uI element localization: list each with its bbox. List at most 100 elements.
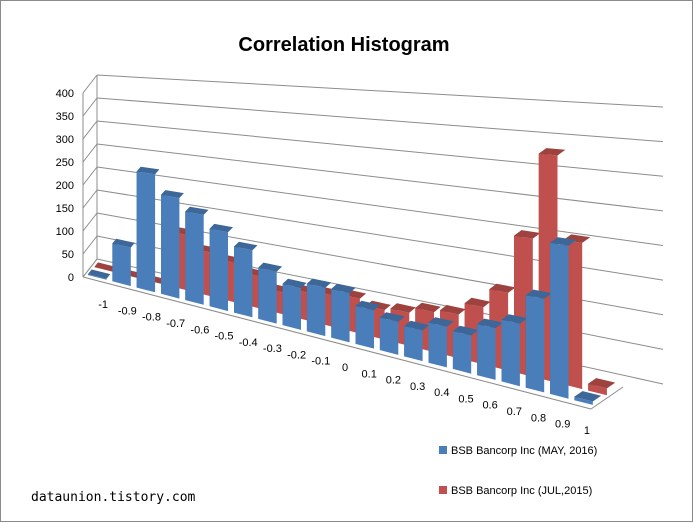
bar-top-face — [234, 241, 258, 251]
bar-may-2016-0.4 — [428, 317, 454, 368]
bar-front-face — [306, 283, 326, 337]
x-tick-label: 0.4 — [434, 387, 449, 399]
bar-may-2016-0.1 — [355, 300, 381, 349]
bar-top-face — [112, 238, 135, 248]
bar-top-face — [464, 297, 491, 308]
bar-top-face — [94, 262, 117, 272]
side-gridline — [82, 74, 98, 94]
side-gridline — [82, 212, 98, 232]
y-tick-label: 50 — [62, 249, 74, 261]
bar-may-2016-0.6 — [477, 318, 503, 380]
bar-may-2016--0.9 — [112, 238, 135, 287]
bar-top-face — [525, 289, 552, 299]
bar-front-face — [234, 246, 253, 318]
side-gridline — [82, 235, 98, 255]
bar-top-face — [415, 302, 441, 313]
x-tick-label: 0.3 — [410, 381, 425, 393]
bar-top-face — [404, 320, 430, 331]
bar-front-face — [88, 274, 107, 280]
legend-swatch — [439, 446, 447, 454]
x-tick-label: 0.2 — [386, 375, 401, 387]
y-tick-label: 200 — [56, 180, 74, 192]
x-tick-label: -0.4 — [239, 337, 258, 349]
bar-top-face — [379, 312, 405, 322]
x-tick-label: 0.5 — [458, 393, 473, 405]
x-tick-label: -0.6 — [190, 324, 209, 336]
bar-top-face — [440, 305, 466, 315]
bar-front-face — [501, 319, 520, 387]
bar-may-2016-0.2 — [379, 312, 405, 355]
y-axis: 0 50 100 150 200 250 300 350 400 — [56, 88, 74, 284]
bar-top-face — [390, 303, 416, 313]
x-tick-label: 0.1 — [362, 368, 377, 380]
floor-front-edge — [82, 276, 592, 410]
bar-top-face — [185, 206, 209, 215]
legend-swatch — [439, 486, 447, 494]
bar-top-face — [282, 278, 307, 288]
bar-front-face — [282, 283, 301, 330]
y-tick-label: 100 — [56, 226, 74, 238]
y-tick-label: 350 — [56, 111, 74, 123]
bar-top-face — [514, 230, 541, 239]
side-gridline — [82, 143, 98, 163]
bar-top-face — [306, 278, 332, 288]
bar-front-face — [550, 242, 569, 399]
x-tick-label: -0.3 — [263, 343, 282, 355]
watermark-text: dataunion.tistory.com — [31, 490, 196, 505]
x-tick-label: 0.8 — [531, 412, 546, 424]
bar-front-face — [574, 396, 593, 405]
bar-top-face — [489, 283, 516, 293]
bar-may-2016-0.3 — [404, 320, 430, 362]
bar-front-face — [477, 324, 496, 380]
bar-front-face — [428, 322, 447, 368]
bar-top-face — [477, 318, 503, 329]
bar-front-face — [588, 383, 607, 396]
bar-front-face — [379, 317, 399, 355]
x-tick-label: -0.7 — [166, 318, 185, 330]
x-tick-label: -0.9 — [118, 305, 137, 317]
gridline — [96, 120, 664, 177]
x-tick-label: -0.5 — [215, 331, 234, 343]
side-gridline — [82, 166, 98, 186]
legend-label: BSB Bancorp Inc (JUL,2015) — [451, 485, 592, 497]
bar-may-2016-1 — [574, 391, 602, 405]
bar-may-2016--0.6 — [185, 206, 209, 305]
y-tick-label: 250 — [56, 157, 74, 169]
bar-top-face — [588, 378, 616, 389]
bar-top-face — [209, 223, 233, 233]
bar-may-2016--0.7 — [161, 190, 184, 299]
gridline — [96, 143, 664, 212]
bar-top-face — [452, 325, 479, 336]
bars — [88, 148, 616, 405]
bar-jul-2015--1 — [94, 262, 117, 272]
x-axis: -1 -0.9 -0.8 -0.7 -0.6 -0.5 -0.4 -0.3 -0.2 -0.1 0 0… — [98, 299, 590, 437]
bar-front-face — [404, 326, 423, 362]
x-tick-label: 0 — [342, 362, 348, 374]
bar-top-face — [355, 300, 381, 311]
bar-top-face — [88, 269, 111, 279]
bar-may-2016--1 — [88, 269, 111, 280]
legend-label: BSB Bancorp Inc (MAY, 2016) — [451, 445, 597, 457]
bar-front-face — [185, 211, 204, 305]
bar-front-face — [209, 228, 228, 312]
bar-front-face — [161, 194, 180, 299]
y-tick-label: 0 — [68, 272, 74, 284]
x-tick-label: -0.8 — [142, 312, 161, 324]
bar-top-face — [550, 237, 577, 246]
side-gridline — [82, 97, 98, 117]
x-tick-label: 0.7 — [507, 406, 522, 418]
floor-right-edge — [590, 386, 624, 410]
x-tick-label: 0.6 — [482, 400, 497, 412]
y-tick-label: 150 — [56, 203, 74, 215]
bar-may-2016--0.4 — [234, 241, 258, 318]
bar-top-face — [161, 190, 184, 198]
bar-jul-2015-1 — [588, 378, 616, 396]
bar-may-2016--0.1 — [306, 278, 332, 337]
y-tick-label: 400 — [56, 88, 74, 100]
x-tick-label: -0.2 — [287, 349, 306, 361]
x-tick-label: 1 — [584, 425, 590, 437]
bar-top-face — [501, 314, 528, 324]
x-tick-label: -0.1 — [311, 356, 330, 368]
